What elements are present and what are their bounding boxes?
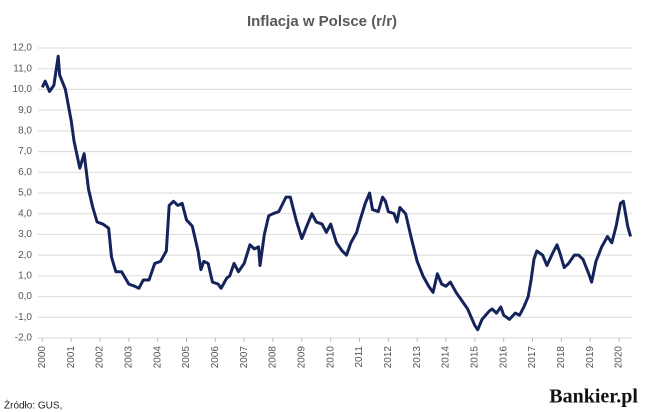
x-tick-label: 2017 bbox=[527, 346, 538, 369]
x-tick-label: 2013 bbox=[412, 346, 423, 369]
x-tick-label: 2000 bbox=[37, 346, 48, 369]
x-tick-label: 2002 bbox=[95, 346, 106, 369]
y-tick-label: 8,0 bbox=[18, 125, 32, 136]
y-tick-label: 3,0 bbox=[18, 229, 32, 240]
x-tick-label: 2012 bbox=[383, 346, 394, 369]
x-tick-label: 2018 bbox=[556, 346, 567, 369]
y-tick-label: 2,0 bbox=[18, 250, 32, 261]
y-tick-label: -1,0 bbox=[15, 312, 33, 323]
x-tick-label: 2011 bbox=[354, 346, 365, 368]
y-tick-label: 1,0 bbox=[18, 270, 32, 281]
chart-title: Inflacja w Polsce (r/r) bbox=[247, 13, 397, 30]
y-tick-label: 11,0 bbox=[13, 63, 32, 74]
x-tick-label: 2006 bbox=[210, 346, 221, 369]
data-line bbox=[40, 54, 633, 332]
x-tick-label: 2008 bbox=[268, 346, 279, 369]
x-tick-label: 2016 bbox=[498, 346, 509, 369]
x-tick-label: 2003 bbox=[123, 346, 134, 369]
y-tick-label: -2,0 bbox=[15, 333, 33, 344]
source-note: Źródło: GUS, bbox=[4, 399, 62, 412]
x-tick-label: 2015 bbox=[469, 346, 480, 369]
x-tick-label: 2014 bbox=[441, 346, 452, 369]
y-tick-label: 10,0 bbox=[13, 84, 33, 95]
x-tick-label: 2004 bbox=[152, 346, 163, 369]
x-tick-label: 2007 bbox=[239, 346, 250, 369]
x-tick-label: 2001 bbox=[66, 346, 77, 369]
y-tick-label: 7,0 bbox=[18, 146, 32, 157]
x-tick-label: 2019 bbox=[585, 346, 596, 369]
y-tick-label: 0,0 bbox=[18, 291, 32, 302]
brand-logo: Bankier.pl bbox=[549, 386, 638, 408]
x-tick-label: 2010 bbox=[325, 346, 336, 369]
x-tick-label: 2005 bbox=[181, 346, 192, 369]
x-tick-label: 2009 bbox=[296, 346, 307, 369]
y-tick-label: 5,0 bbox=[18, 188, 32, 199]
y-tick-label: 6,0 bbox=[18, 167, 32, 178]
y-tick-label: 4,0 bbox=[18, 208, 32, 219]
y-tick-label: 9,0 bbox=[18, 105, 32, 116]
y-tick-label: 12,0 bbox=[13, 43, 33, 54]
x-tick-label: 2020 bbox=[614, 346, 625, 369]
